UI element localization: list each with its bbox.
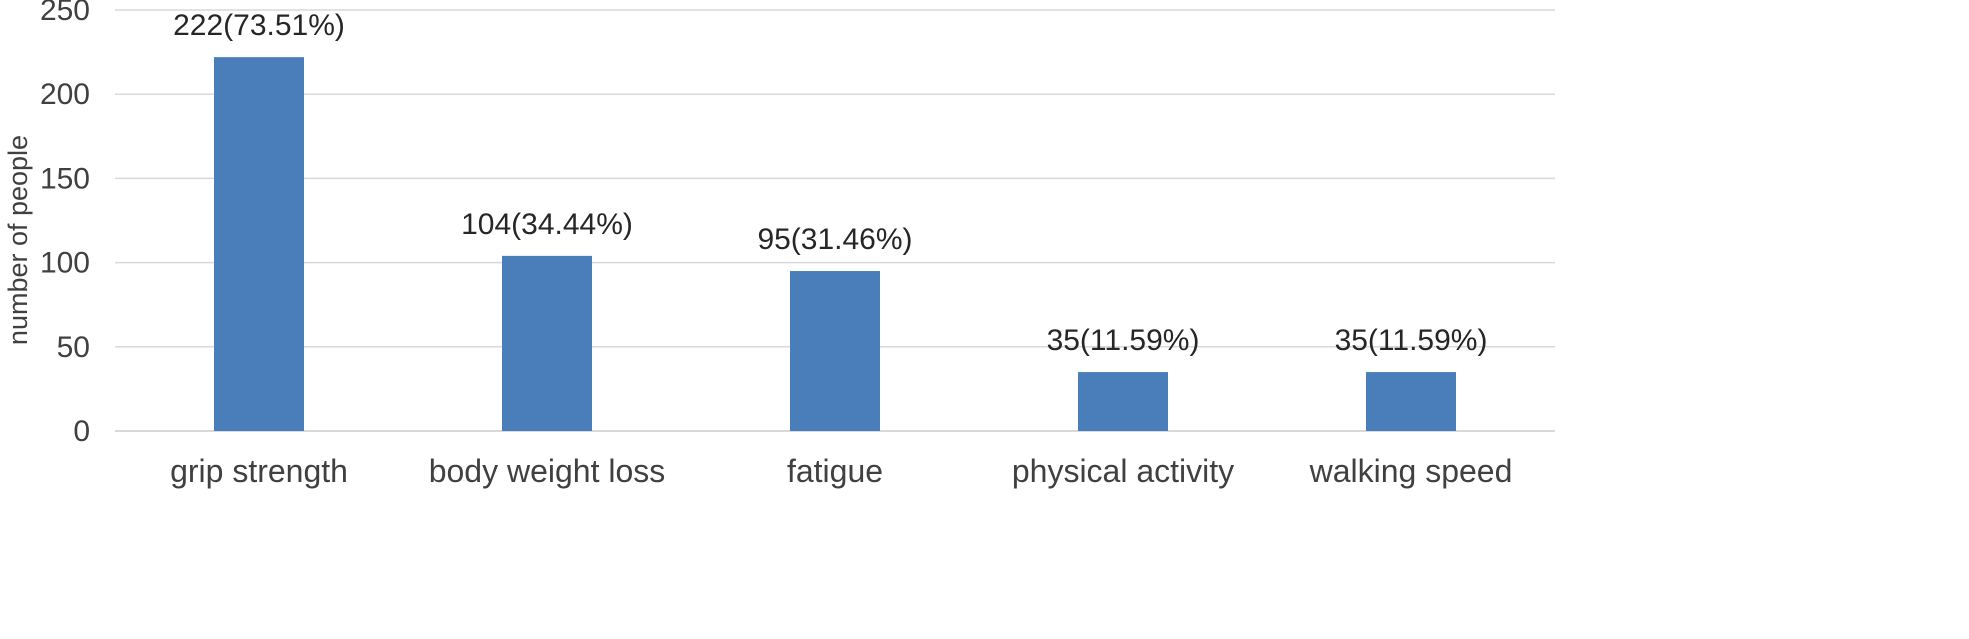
x-category-label: body weight loss xyxy=(429,453,666,489)
y-axis-label: number of people xyxy=(3,135,33,345)
bar xyxy=(214,57,304,431)
data-label: 35(11.59%) xyxy=(1047,324,1200,357)
x-category-label: fatigue xyxy=(787,453,883,489)
data-label: 222(73.51%) xyxy=(173,9,345,42)
y-tick-label: 100 xyxy=(40,247,90,280)
y-tick-label: 150 xyxy=(40,162,90,195)
data-label: 104(34.44%) xyxy=(461,208,633,241)
y-axis-ticks: 0 50 100 150 200 250 xyxy=(40,0,90,448)
bar xyxy=(502,255,592,431)
data-label: 35(11.59%) xyxy=(1335,324,1488,357)
bar xyxy=(1366,372,1456,431)
y-tick-label: 50 xyxy=(57,331,90,364)
x-category-label: grip strength xyxy=(170,453,348,489)
y-tick-label: 250 xyxy=(40,0,90,27)
x-category-label: walking speed xyxy=(1309,453,1513,489)
data-labels: 222(73.51%) 104(34.44%) 95(31.46%) 35(11.59… xyxy=(173,9,1487,357)
bar xyxy=(790,271,880,431)
x-category-label: physical activity xyxy=(1012,453,1234,489)
bars xyxy=(214,57,1456,431)
y-tick-label: 200 xyxy=(40,78,90,111)
bar xyxy=(1078,372,1168,431)
y-tick-label: 0 xyxy=(73,415,90,448)
x-axis-categories: grip strength body weight loss fatigue phys… xyxy=(170,453,1512,489)
data-label: 95(31.46%) xyxy=(757,223,912,256)
gridlines xyxy=(115,9,1555,432)
